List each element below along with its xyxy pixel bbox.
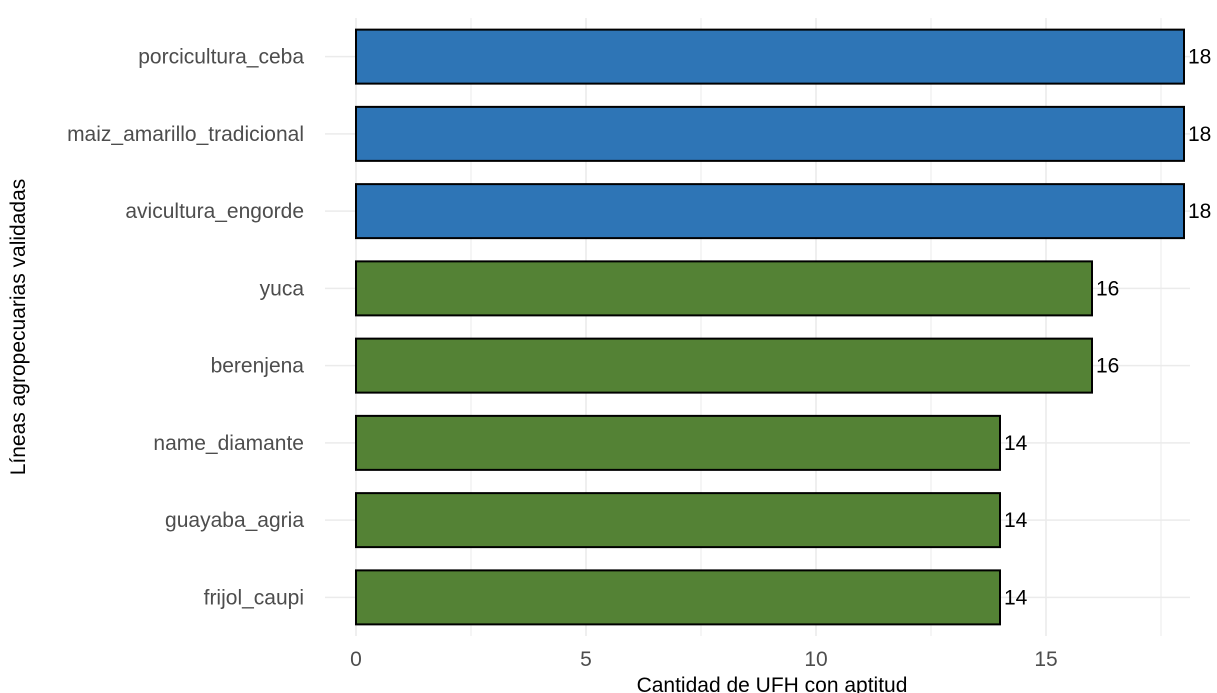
category-labels: porcicultura_ceba maiz_amarillo_tradicion… [67, 46, 304, 610]
bars [355, 28, 1185, 626]
category-label: berenjena [211, 355, 305, 378]
x-tick-label: 0 [350, 648, 362, 671]
category-label: name_diamante [153, 432, 304, 455]
category-label: guayaba_agria [165, 509, 304, 532]
bar [355, 414, 1001, 471]
data-label: 16 [1096, 277, 1119, 300]
category-label: porcicultura_ceba [138, 46, 304, 69]
data-label: 16 [1096, 355, 1119, 378]
x-tick-labels: 0 5 10 15 [350, 648, 1058, 671]
data-label: 18 [1188, 200, 1211, 223]
x-tick-label: 10 [804, 648, 827, 671]
category-label: maiz_amarillo_tradicional [67, 123, 304, 146]
bar [355, 260, 1093, 317]
x-tick-label: 5 [580, 648, 592, 671]
data-label: 14 [1004, 586, 1028, 609]
data-label: 14 [1004, 432, 1028, 455]
category-label: frijol_caupi [204, 586, 304, 609]
data-labels: 18 18 18 16 16 14 14 14 [1004, 46, 1211, 610]
y-axis-title: Líneas agropecuarias validadas [7, 179, 30, 476]
x-tick-label: 15 [1034, 648, 1057, 671]
data-label: 14 [1004, 509, 1028, 532]
data-label: 18 [1188, 46, 1211, 69]
category-label: avicultura_engorde [125, 200, 304, 223]
bar [355, 569, 1001, 626]
x-axis-title: Cantidad de UFH con aptitud [637, 674, 908, 693]
bar [355, 28, 1185, 85]
category-label: yuca [260, 277, 305, 300]
bar [355, 337, 1093, 394]
bar [355, 183, 1185, 240]
bar [355, 492, 1001, 549]
bar [355, 105, 1185, 162]
data-label: 18 [1188, 123, 1211, 146]
